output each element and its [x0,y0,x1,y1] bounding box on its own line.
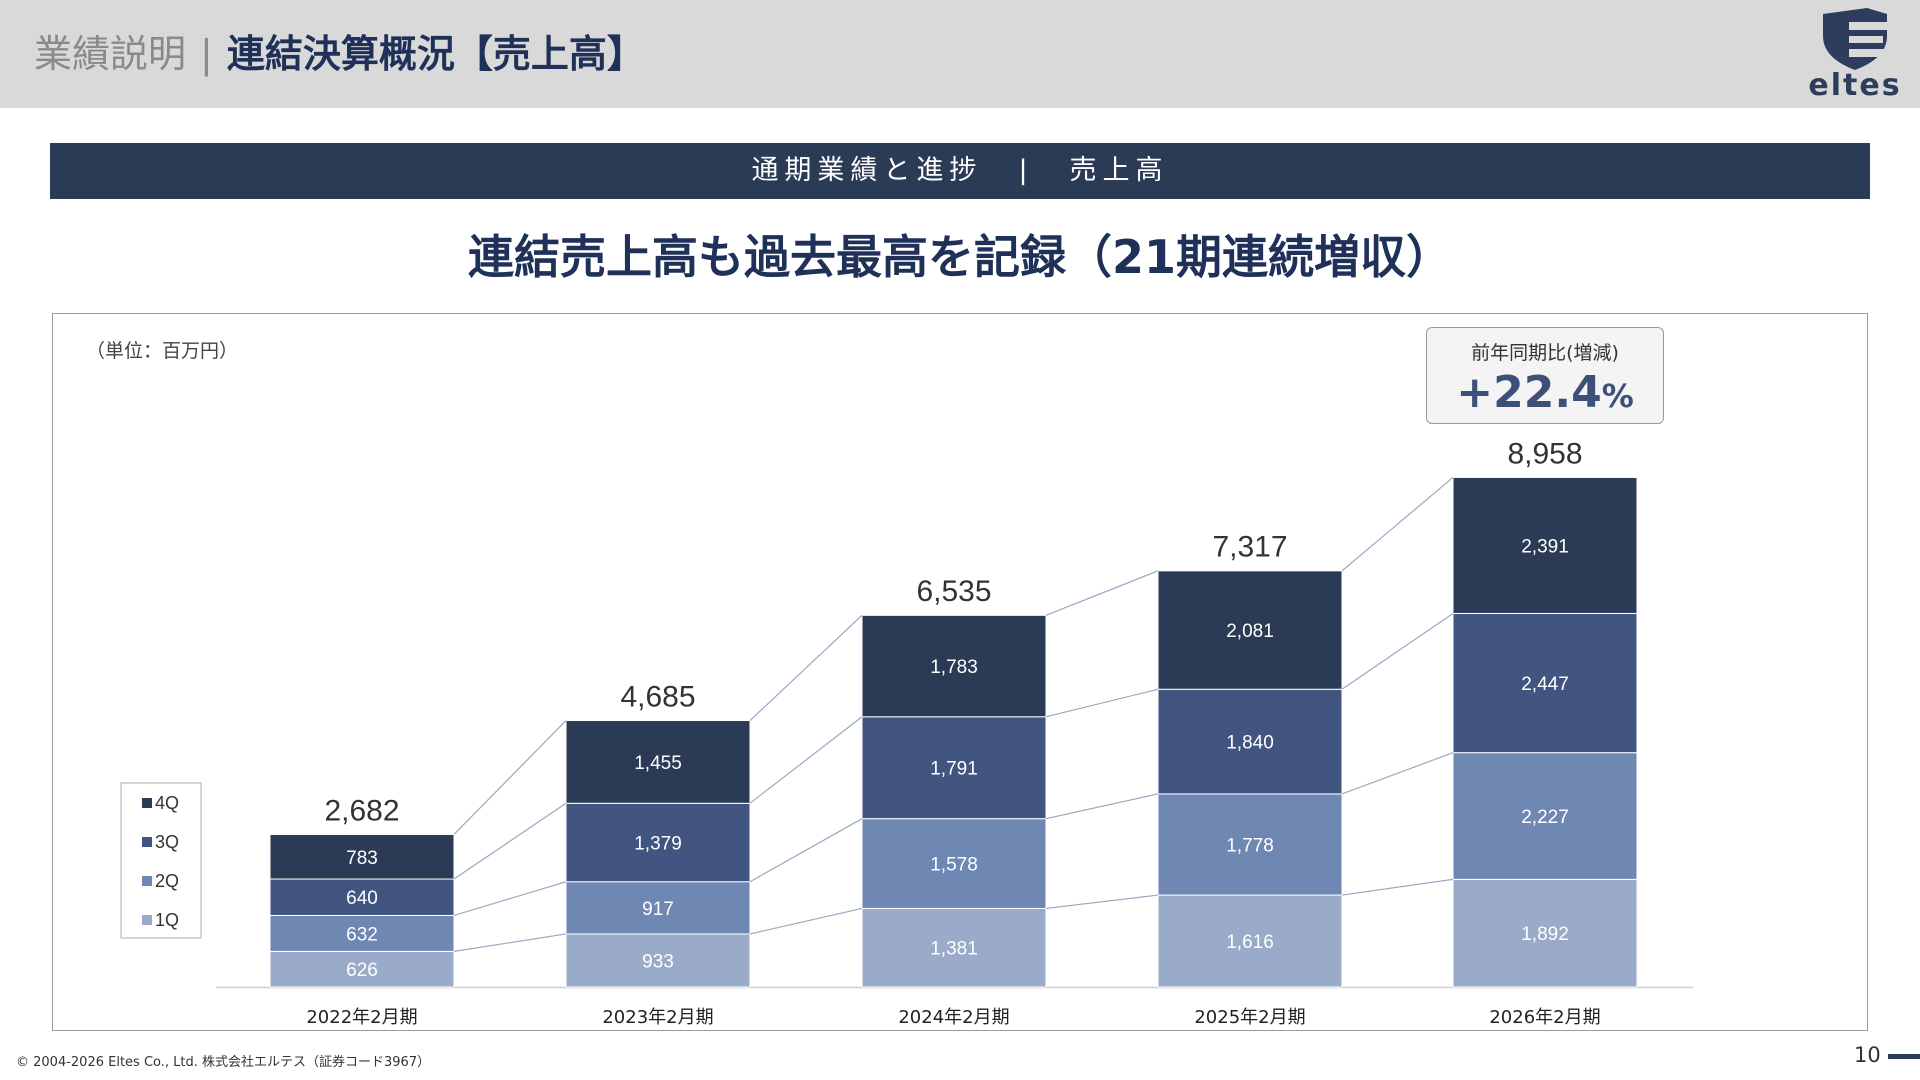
unit-label: （単位：百万円） [86,340,239,362]
logo-wordmark: eltes [1808,68,1902,103]
legend-label-4q: 4Q [155,793,179,813]
series-line-3q-4 [1341,612,1454,690]
legend-swatch-1q [142,915,152,925]
section-label-right: 売上高 [1069,155,1169,186]
value-label-4q-3: 1,783 [930,657,978,678]
bar-2q-3 [861,818,1047,909]
value-label-1q-3: 1,381 [930,939,978,960]
bar-3q-4 [1157,688,1343,795]
value-label-1q-1: 626 [346,960,378,981]
value-label-3q-3: 1,791 [930,759,978,780]
bar-2q-1 [269,914,455,952]
x-tick-label-3: 2024年2月期 [898,1007,1009,1028]
series-line-4q-3 [1045,570,1159,616]
bar-4q-2 [565,720,751,804]
legend-label-3q: 3Q [155,832,179,852]
series-line-1q-3 [1045,894,1159,910]
series-line-2q-2 [749,818,863,883]
legend-box [120,782,202,939]
value-label-4q-4: 2,081 [1226,621,1274,642]
yoy-label: 前年同期比(増減) [1471,342,1619,364]
bar-2q-5 [1452,752,1638,880]
value-label-3q-2: 1,379 [634,834,682,855]
value-label-4q-2: 1,455 [634,753,682,774]
title-separator: | [200,32,213,76]
series-line-2q-1 [453,881,567,917]
x-tick-label-2: 2023年2月期 [602,1007,713,1028]
value-label-2q-3: 1,578 [930,855,978,876]
series-line-2q-4 [1341,752,1454,795]
yoy-number: 22.4 [1493,367,1602,418]
legend-swatch-3q [142,837,152,847]
bar-4q-3 [861,614,1047,718]
series-line-1q-2 [749,907,863,935]
shield-logo-icon [1823,8,1889,70]
chart-frame [52,313,1868,1031]
page-number: 10 [1854,1043,1881,1067]
headline: 連結売上高も過去最高を記録（21期連続増収） [467,230,1452,284]
bar-2q-2 [565,881,751,935]
x-tick-label-1: 2022年2月期 [306,1007,417,1028]
value-label-2q-4: 1,778 [1226,835,1274,856]
legend-swatch-4q [142,798,152,808]
bar-4q-4 [1157,570,1343,690]
total-label-4: 7,317 [1212,531,1287,564]
bar-1q-1 [269,950,455,988]
section-bar: 通期業績と進捗 | 売上高 [50,143,1870,199]
series-line-2q-3 [1045,793,1159,820]
value-label-2q-2: 917 [642,899,674,920]
value-label-3q-4: 1,840 [1226,733,1274,754]
bar-1q-3 [861,907,1047,988]
value-label-3q-5: 2,447 [1521,674,1569,695]
bar-2q-4 [1157,793,1343,896]
value-label-1q-2: 933 [642,951,674,972]
yoy-sign: + [1456,367,1494,418]
page-title-main: 連結決算概況【売上高】 [226,32,645,76]
bar-1q-2 [565,933,751,988]
series-line-4q-2 [749,614,863,721]
value-label-3q-1: 640 [346,888,378,909]
series-line-1q-1 [453,933,567,952]
bar-4q-5 [1452,476,1638,614]
value-label-4q-5: 2,391 [1521,536,1569,557]
section-separator: | [1018,155,1034,186]
series-line-3q-1 [453,802,567,880]
series-line-3q-3 [1045,688,1159,718]
bar-4q-1 [269,833,455,880]
legend-swatch-2q [142,876,152,886]
section-label-left: 通期業績と進捗 [751,155,983,186]
bar-3q-5 [1452,612,1638,754]
bar-1q-4 [1157,894,1343,988]
x-tick-label-4: 2025年2月期 [1194,1007,1305,1028]
yoy-unit: % [1601,377,1634,415]
value-label-1q-5: 1,892 [1521,924,1569,945]
value-label-2q-1: 632 [346,924,378,945]
series-line-1q-4 [1341,878,1454,896]
value-label-1q-4: 1,616 [1226,932,1274,953]
footer-copyright: © 2004-2026 Eltes Co., Ltd. 株式会社エルテス（証券コ… [16,1055,431,1070]
total-label-5: 8,958 [1507,437,1582,470]
total-label-3: 6,535 [916,575,991,608]
value-label-4q-1: 783 [346,848,378,869]
series-line-3q-2 [749,716,863,804]
value-label-2q-5: 2,227 [1521,807,1569,828]
series-line-4q-1 [453,720,567,835]
company-logo: eltes [1805,6,1905,103]
series-line-4q-4 [1341,476,1454,572]
header-bar: 業績説明 | 連結決算概況【売上高】 eltes [0,0,1920,108]
yoy-value: +22.4% [1427,367,1663,422]
bar-1q-5 [1452,878,1638,988]
x-tick-label-5: 2026年2月期 [1489,1007,1600,1028]
bar-3q-2 [565,802,751,883]
page-category: 業績説明 [34,32,187,76]
total-label-1: 2,682 [324,794,399,827]
legend-label-1q: 1Q [155,910,179,930]
page-title: 業績説明 | 連結決算概況【売上高】 [34,30,645,78]
legend-label-2q: 2Q [155,871,179,891]
page-marker [1888,1054,1920,1059]
total-label-2: 4,685 [620,680,695,713]
yoy-box: 前年同期比(増減) +22.4% [1426,327,1664,424]
